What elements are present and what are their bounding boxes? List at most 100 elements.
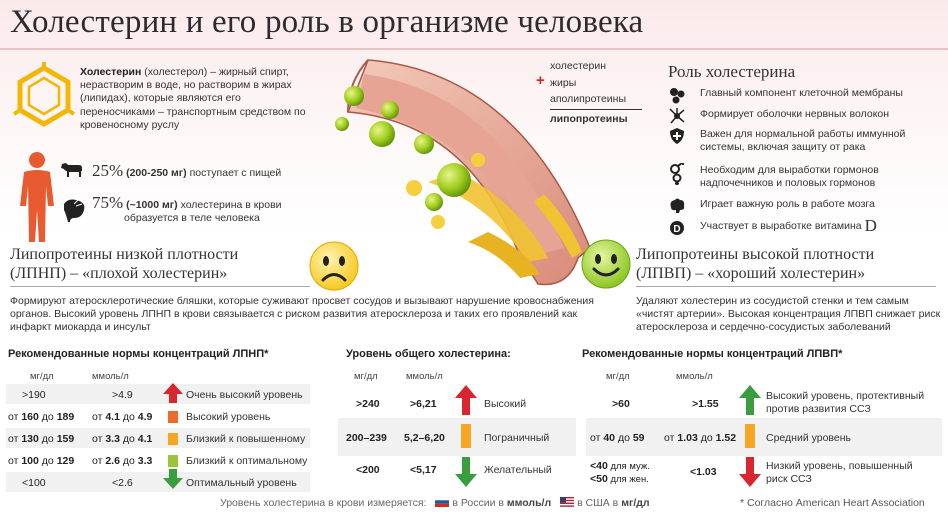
role-text: Формирует оболочки нервных волокон [700,108,890,120]
hdl-level-label-2: против развития ССЗ [766,403,871,415]
hdl-mmol-value: >1.55 [692,398,719,410]
table-row-shade [6,428,310,448]
role-text: Главный компонент клеточной мембраны [700,87,903,99]
lipid-particle [344,86,364,106]
sad-face-icon [309,241,359,291]
ldl-title-2: (ЛПНП) – «плохой холестерин» [10,265,228,282]
footer-units: Уровень холестерина в крови измеряется: … [220,497,650,509]
ldl-title-1: Липопротеины низкой плотности [10,246,239,263]
ldl-mmol-range: от 4.1 до 4.9 [92,411,153,423]
roles-title: Роль холестерина [668,62,796,81]
lipid-particle [381,101,399,119]
ldl-table-title: Рекомендованные нормы концентраций ЛПНП* [8,348,269,360]
footer-note: * Согласно American Heart Association [740,497,925,509]
role-text: Важен для нормальной работы иммунной сис… [700,128,906,153]
formula-fats: жиры [550,77,577,89]
hdl-level-label: Низкий уровень, повышенный [766,460,913,472]
table-row-shade [338,418,576,456]
ldl-mg-value: <100 [22,477,46,489]
total-level-label: Желательный [484,464,552,476]
total-mg-value: >240 [356,398,380,410]
arrow-up-icon [455,385,477,415]
table-row-shade [586,418,942,456]
hdl-title-1: Липопротеины высокой плотности [636,246,875,263]
intro-text: Холестерин (холестерол) – жирный спирт, … [80,66,308,132]
hdl-level-label: Высокий уровень, протективный [766,390,925,402]
footer-us-unit: мг/дл [621,497,650,509]
vitamin-icon: D [670,221,684,235]
blood-vessel-illustration [335,59,591,286]
cells-icon [670,88,685,104]
level-swatch-lightgreen [168,455,178,467]
human-body-icon [20,152,54,242]
hdl-mg-range: от 40 до 59 [590,432,645,444]
footer-ru-pre: в России в [452,497,507,509]
diet-source-line: 25% (200-250 мг) поступает с пищей [92,161,281,181]
hdl-divider [636,286,936,287]
hdl-level-label: Средний уровень [766,432,851,444]
formula-result: липопротеины [550,113,628,125]
total-col-mmol: ммоль/л [406,371,443,382]
body-percent: 75% [92,193,124,212]
hdl-title-2: (ЛПВП) – «хороший холестерин» [636,265,866,282]
ldl-mg-range: от 160 до 189 [8,411,75,423]
intro-term: Холестерин [80,66,142,78]
ldl-col-mmol: ммоль/л [92,371,129,382]
body-amount: (~1000 мг) [126,199,178,211]
intro-definition: (холестерол) – жирный спирт, нерастворим… [80,66,306,131]
arrow-down-icon [163,469,183,489]
hdl-col-mg: мг/дл [606,371,630,382]
role-text-main: Участвует в выработке витамина [700,220,862,232]
ldl-level-label: Оптимальный уровень [186,477,297,489]
lipid-particle [471,153,485,167]
title-divider [0,48,948,50]
level-swatch-amber [745,424,755,448]
hdl-mmol-range: от 1.03 до 1.52 [664,432,737,444]
hdl-table-title: Рекомендованные нормы концентраций ЛПВП* [582,348,843,360]
role-text: Играет важную роль в работе мозга [700,198,875,210]
russia-flag-icon [435,497,450,507]
role-text: Необходим для выработки гормонов надпоче… [700,164,879,189]
ldl-col-mg: мг/дл [30,371,54,382]
formula-rule [550,109,642,110]
lipid-particle [425,193,443,211]
svg-text:D: D [673,224,680,235]
ldl-level-label: Близкий к повышенному [186,433,306,445]
ldl-divider [10,286,310,287]
diet-amount: (200-250 мг) [126,167,187,179]
level-swatch-amber [461,424,471,448]
ldl-level-label: Высокий уровень [186,411,271,423]
ldl-mg-value: >190 [22,389,46,401]
diet-percent: 25% [92,161,124,180]
table-row-shade [6,384,310,404]
hdl-title: Липопротеины высокой плотности (ЛПВП) – «… [636,245,874,283]
footer-us-pre: в США в [577,497,622,509]
arrow-down-icon [739,457,761,487]
ldl-mmol-value: >4.9 [112,389,133,401]
cow-icon [61,163,82,177]
usa-flag-icon [560,497,575,507]
arrow-up-icon [739,385,761,415]
hdl-level-label-2: риск ССЗ [766,473,812,485]
lipid-particle [369,121,395,147]
total-table-title: Уровень общего холестерина: [346,348,511,360]
level-swatch-amber [168,433,178,445]
formula-plus: + [536,72,545,89]
ldl-description: Формируют атеросклеротические бляшки, ко… [10,295,594,333]
cholesterol-molecule-icon [12,62,76,127]
total-mg-value: <200 [356,464,380,476]
ldl-title: Липопротеины низкой плотности (ЛПНП) – «п… [10,245,238,283]
ldl-mmol-value: <2.6 [112,477,133,489]
footer-ru-unit: ммоль/л [506,497,552,509]
total-mmol-value: >6,21 [410,398,437,410]
lipid-particle [431,215,445,229]
total-mmol-value: <5,17 [410,464,437,476]
total-mg-value: 200–239 [346,432,387,444]
diet-text: поступает с пищей [189,167,282,179]
vitamin-d-letter: D [864,216,877,235]
total-level-label: Высокий [484,398,527,410]
footer-lead: Уровень холестерина в крови измеряется: [220,497,427,509]
ldl-level-label: Очень высокий уровень [186,389,303,401]
nerve-icon [669,108,685,124]
hdl-mg-value: >60 [612,398,630,410]
